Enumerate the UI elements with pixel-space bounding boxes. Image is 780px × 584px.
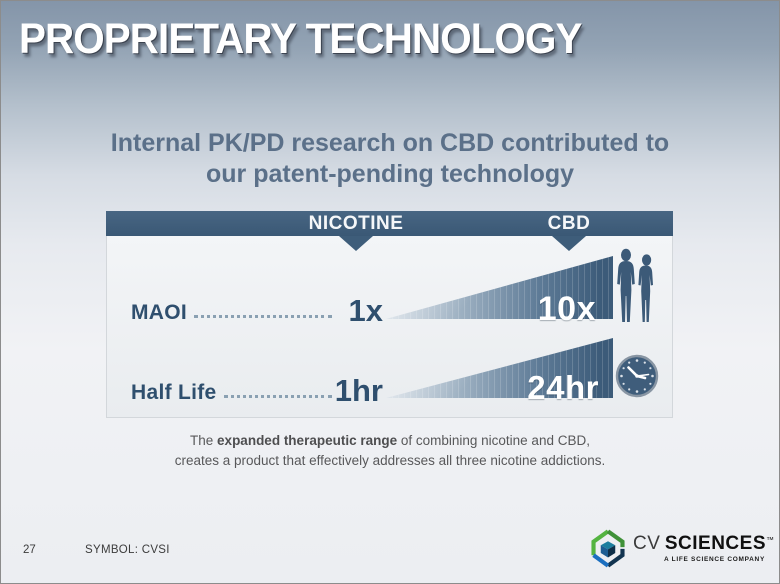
trademark-symbol: ™: [766, 535, 774, 545]
maoi-nicotine-value: 1x: [348, 293, 383, 328]
maoi-leader-dots: [194, 305, 332, 318]
cbd-pointer-icon: [552, 236, 586, 251]
people-icon: [617, 248, 653, 322]
ticker-symbol: SYMBOL: CVSI: [85, 544, 170, 556]
column-header-nicotine: NICOTINE: [308, 213, 404, 234]
column-header-cbd: CBD: [547, 213, 591, 234]
logo-wordmark: CV SCIENCES™ A LIFE SCIENCE COMPANY: [633, 533, 774, 563]
brand-sciences: SCIENCES: [664, 533, 766, 554]
caption-line1-pre: The: [190, 433, 218, 448]
halflife-leader-dots: [224, 385, 332, 398]
slide-title: PROPRIETARY TECHNOLOGY: [19, 15, 582, 63]
comparison-panel: NICOTINE CBD MAOI 1x 10x Half Life 1hr 2…: [106, 211, 673, 418]
page-number: 27: [23, 544, 36, 556]
subtitle-line-1: Internal PK/PD research on CBD contribut…: [110, 129, 670, 157]
caption-line2: creates a product that effectively addre…: [174, 453, 606, 468]
cv-sciences-logo: CV SCIENCES™ A LIFE SCIENCE COMPANY: [589, 524, 774, 574]
row-label-maoi: MAOI: [131, 301, 188, 324]
caption-line1-bold: expanded therapeutic range: [217, 433, 398, 448]
comparison-panel-header: NICOTINE CBD: [106, 211, 673, 236]
cube-logo-icon: [591, 529, 625, 568]
slide-caption: The expanded therapeutic range of combin…: [1, 431, 779, 471]
clock-icon: [615, 354, 659, 398]
maoi-cbd-value: 10x: [537, 290, 596, 328]
halflife-cbd-value: 24hr: [527, 369, 599, 406]
halflife-nicotine-value: 1hr: [334, 373, 383, 408]
logo-tagline: A LIFE SCIENCE COMPANY: [664, 556, 765, 563]
slide-subtitle: Internal PK/PD research on CBD contribut…: [1, 128, 779, 190]
row-label-halflife: Half Life: [131, 381, 217, 404]
brand-cv: CV: [633, 533, 661, 554]
caption-line1-post: of combining nicotine and CBD,: [397, 433, 590, 448]
subtitle-line-2: our patent-pending technology: [205, 160, 575, 188]
nicotine-pointer-icon: [339, 236, 373, 251]
